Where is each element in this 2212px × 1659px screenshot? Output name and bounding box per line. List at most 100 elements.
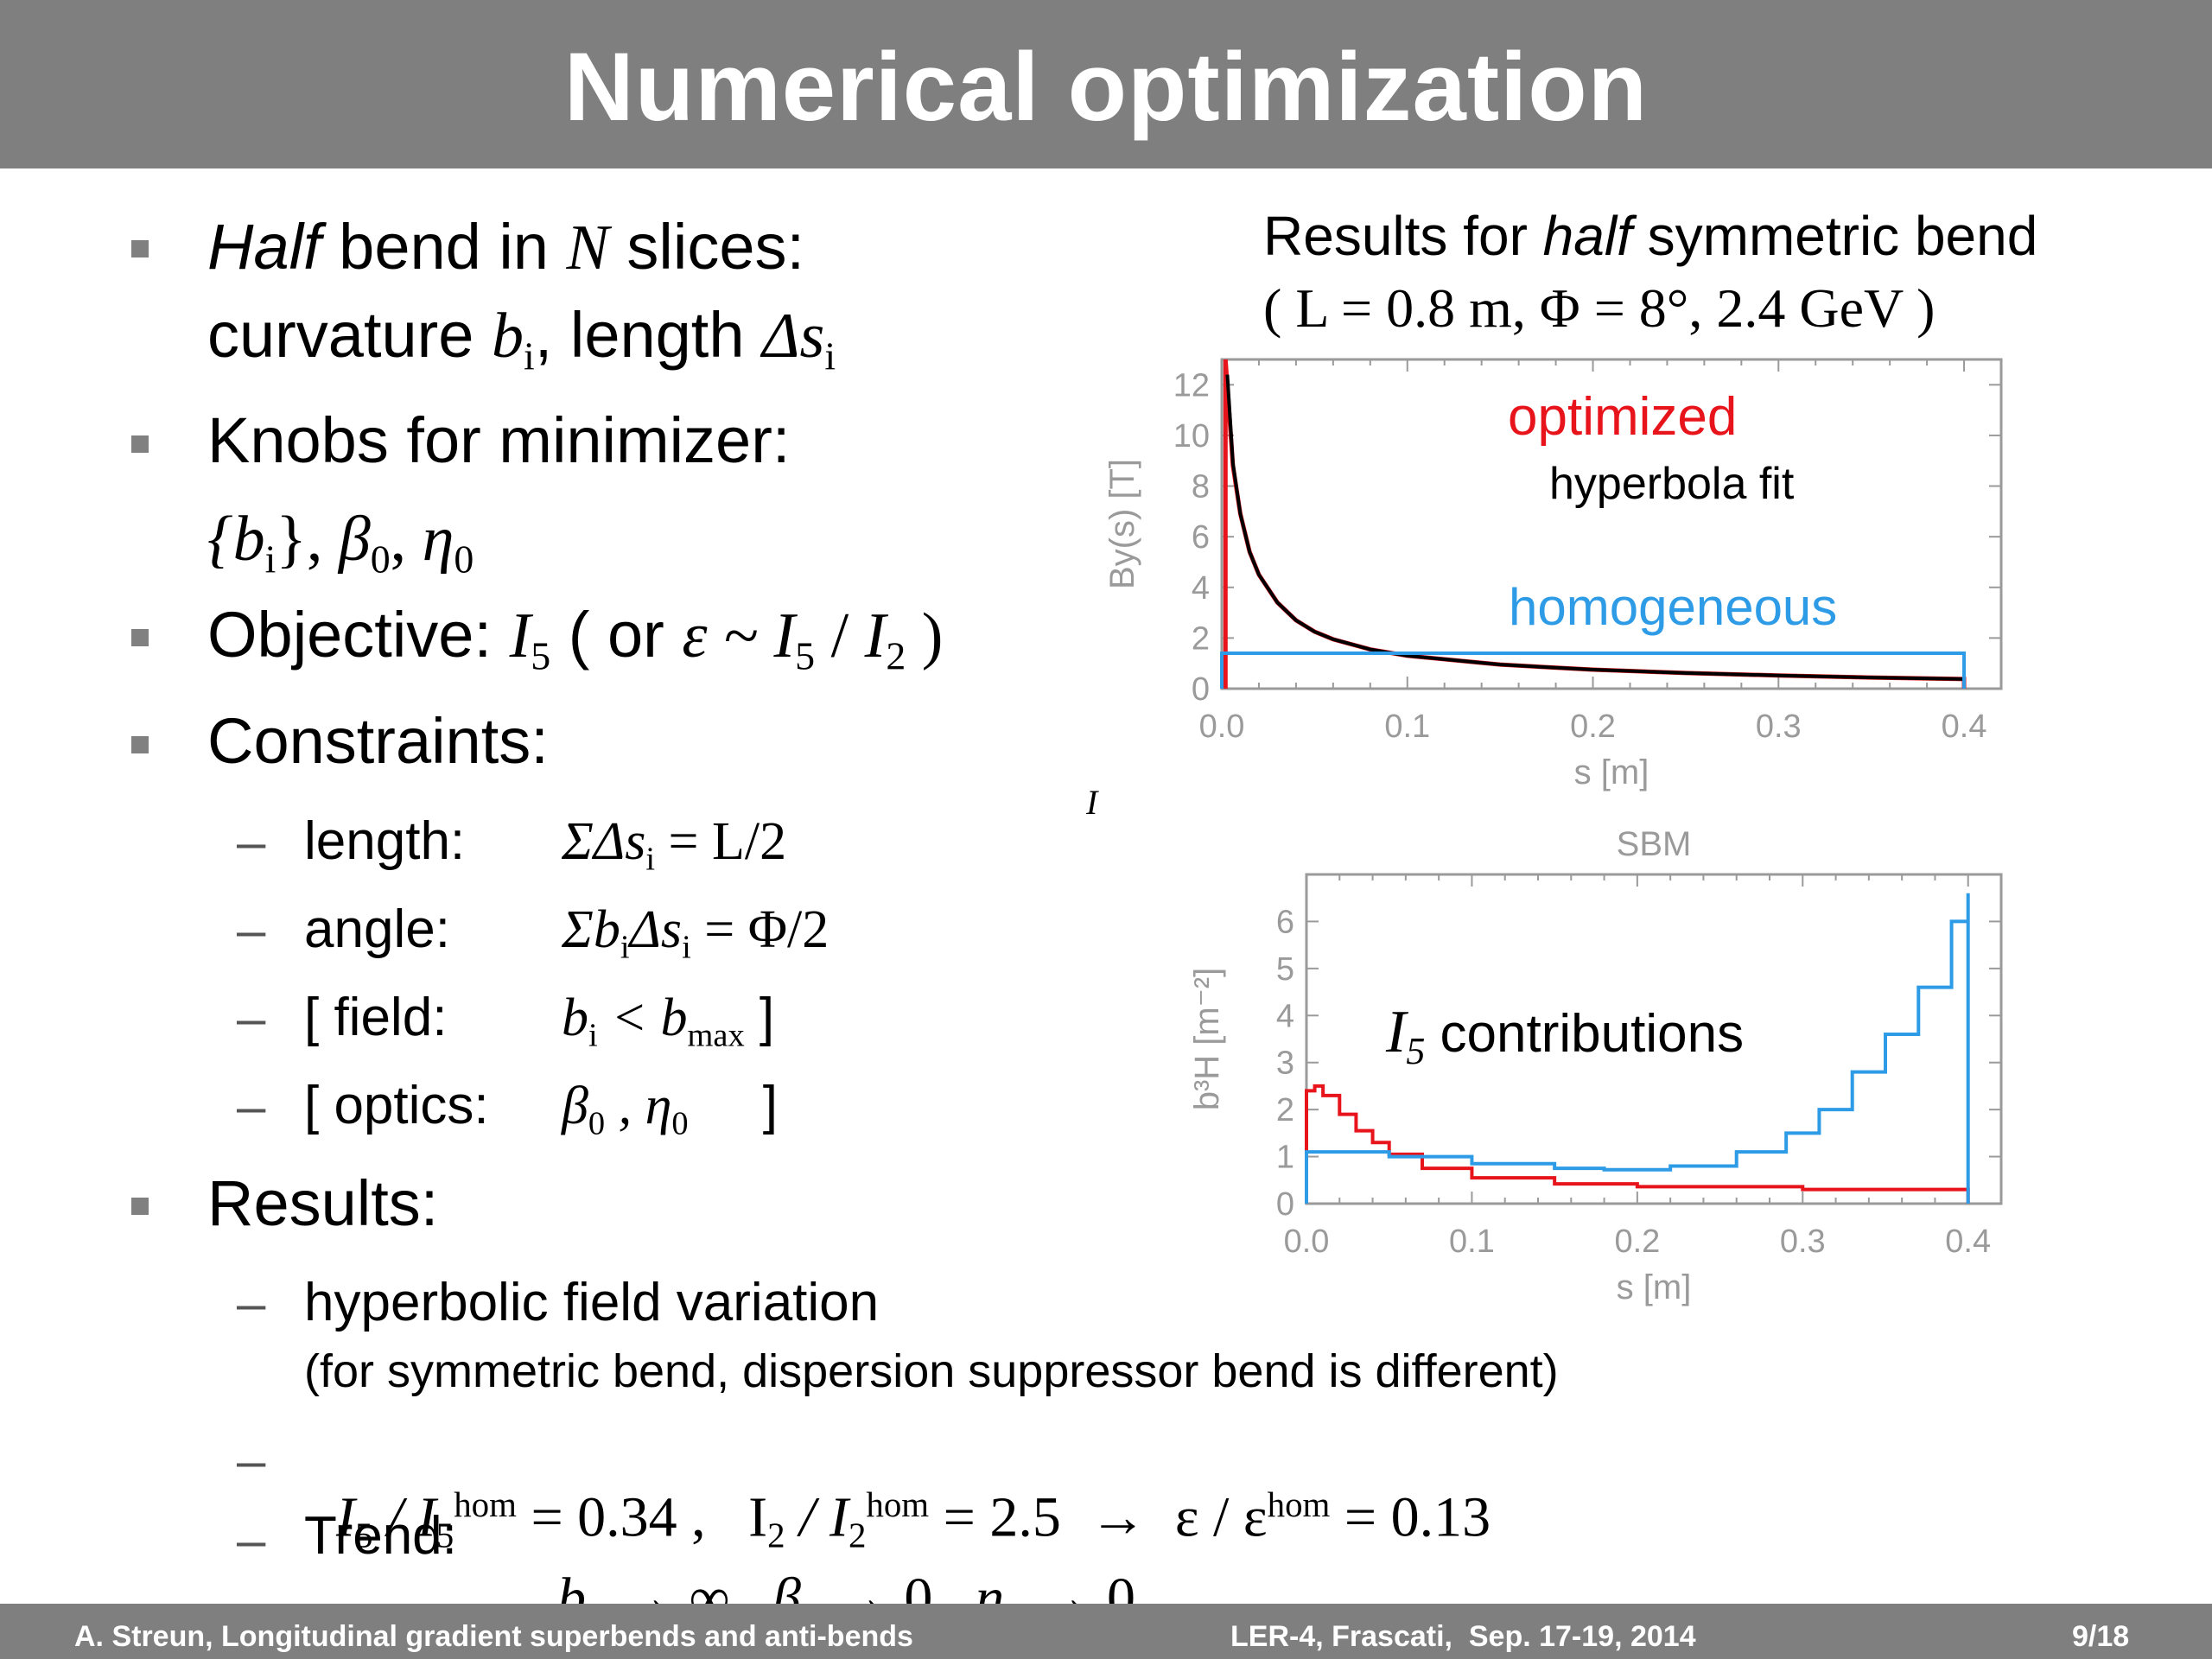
sub-i-ang2: i bbox=[682, 929, 691, 966]
dash-3: – bbox=[237, 989, 266, 1047]
bullet-marker-5 bbox=[131, 1198, 149, 1215]
dash-1: – bbox=[237, 813, 266, 871]
math-beta: β bbox=[562, 1077, 588, 1135]
knobs-beta-sub: 0 bbox=[370, 537, 391, 582]
footer-page-number: 9/18 bbox=[2072, 1620, 2130, 1653]
bullet-marker-2 bbox=[131, 435, 149, 453]
math-eta: , η bbox=[605, 1077, 672, 1135]
knobs-sub-i: i bbox=[264, 537, 276, 582]
chart1-header-line2: ( L = 0.8 m, Φ = 8°, 2.4 GeV ) bbox=[1263, 277, 1936, 339]
chart1-header-italic: half bbox=[1542, 205, 1632, 267]
math-b: b bbox=[562, 988, 588, 1047]
knobs-eta: η bbox=[422, 504, 454, 575]
r2-i5hom: / I bbox=[372, 1485, 436, 1549]
chart2-annotation: I5 contributions bbox=[1386, 998, 1744, 1073]
math-phi2: = Φ/2 bbox=[690, 900, 830, 959]
chart1-header-a: Results for bbox=[1263, 205, 1543, 267]
knobs-b: {b bbox=[207, 504, 265, 575]
text-curvature: curvature bbox=[207, 299, 493, 371]
knobs-beta: β bbox=[338, 504, 371, 575]
sub-i-len: i bbox=[645, 841, 656, 878]
x-tick-label: 0.4 bbox=[1945, 1224, 1991, 1260]
text-slices: slices: bbox=[608, 211, 805, 283]
math-l2: = L/2 bbox=[655, 812, 787, 871]
r2-sub5b: 5 bbox=[435, 1516, 454, 1555]
y-tick-label: 3 bbox=[1276, 1046, 1294, 1082]
y-tick-label: 5 bbox=[1276, 951, 1294, 988]
bullet-constraints: Constraints: bbox=[207, 705, 549, 777]
x-tick-label: 0.3 bbox=[1780, 1224, 1826, 1260]
r2-hom2: hom bbox=[866, 1485, 930, 1524]
text-or: ( or bbox=[550, 599, 683, 671]
result-ratios: I5 / I5hom = 0.34 , I2 / I2hom = 2.5 → ε… bbox=[308, 1419, 1491, 1556]
r2-sub5: 5 bbox=[354, 1516, 373, 1555]
y-tick-label: 0 bbox=[1276, 1186, 1294, 1223]
slash: / bbox=[815, 601, 865, 671]
x-tick-label: 0.2 bbox=[1570, 709, 1616, 745]
chart-title: SBM bbox=[1617, 825, 1692, 863]
bullet-marker-4 bbox=[131, 736, 149, 753]
y-tick-label: 2 bbox=[1276, 1092, 1294, 1128]
var-i2: I bbox=[864, 601, 887, 671]
series-homogeneous bbox=[1220, 651, 1967, 689]
sub-5b: 5 bbox=[795, 633, 816, 678]
constraint-optics-label: [ optics: bbox=[304, 1076, 489, 1135]
r2-sub2b: 2 bbox=[848, 1516, 867, 1555]
x-tick-label: 0.1 bbox=[1384, 709, 1430, 745]
footer-event: LER-4, Frascati, Sep. 17-19, 2014 bbox=[1230, 1620, 1696, 1653]
dash-2: – bbox=[237, 901, 266, 959]
bullet-knobs: Knobs for minimizer: bbox=[207, 404, 791, 476]
dash-5: – bbox=[237, 1274, 266, 1332]
slide-title: Numerical optimization bbox=[563, 33, 1649, 141]
x-axis-label: s [m] bbox=[1574, 753, 1649, 791]
knobs-math: {bi}, β0, η0 bbox=[207, 501, 474, 582]
r2-hom3: hom bbox=[1267, 1485, 1331, 1524]
knobs-comma: , bbox=[390, 504, 423, 575]
math-sum-b: Σb bbox=[562, 900, 620, 959]
chart1-header-line1: Results for half symmetric bend bbox=[1263, 204, 2037, 268]
r2-i2hom: / I bbox=[785, 1485, 849, 1549]
result-hyperbolic: hyperbolic field variation bbox=[304, 1273, 880, 1332]
bracket-close-optics: ] bbox=[688, 1076, 778, 1135]
bullet-objective: Objective: I5 ( or ε ~ I5 / I2 ) bbox=[207, 598, 943, 679]
var-i5b: I bbox=[773, 601, 796, 671]
constraint-angle-math: ΣbiΔsi = Φ/2 bbox=[562, 899, 829, 966]
y-axis-label: By(s) [T] bbox=[1103, 459, 1141, 589]
title-bar bbox=[0, 0, 2212, 168]
y-tick-label: 1 bbox=[1276, 1140, 1294, 1176]
y-tick-label: 4 bbox=[1192, 570, 1210, 607]
y-tick-label: 2 bbox=[1192, 620, 1210, 657]
sub-max: max bbox=[687, 1017, 745, 1054]
bracket-close-field: ] bbox=[744, 988, 775, 1047]
constraint-length-label: length: bbox=[304, 811, 466, 871]
y-tick-label: 6 bbox=[1192, 519, 1210, 556]
annot-sub5: 5 bbox=[1406, 1030, 1426, 1073]
bullet-half-bend: Half bend in N slices: bbox=[207, 210, 804, 285]
y-tick-label: 4 bbox=[1276, 998, 1294, 1034]
r2-value2: = 2.5 → ε / ε bbox=[929, 1485, 1268, 1549]
annot-i: I bbox=[1386, 999, 1407, 1065]
math-sum-ds: ΣΔs bbox=[562, 812, 646, 871]
r2-value3: = 0.13 bbox=[1330, 1485, 1491, 1549]
text-objective: Objective: bbox=[207, 599, 510, 671]
constraint-field-label: [ field: bbox=[304, 988, 448, 1047]
sub-i-ang1: i bbox=[620, 929, 630, 966]
math-ds: Δs bbox=[629, 900, 683, 959]
x-axis-label: s [m] bbox=[1617, 1268, 1692, 1306]
y-axis-label: b³H [m⁻²] bbox=[1188, 968, 1226, 1111]
sub-i: i bbox=[524, 334, 535, 378]
text-length: , length bbox=[534, 299, 763, 371]
dash-7: – bbox=[237, 1511, 266, 1569]
r2-sub2: 2 bbox=[767, 1516, 785, 1555]
legend-homogeneous: homogeneous bbox=[1509, 578, 1838, 636]
paren-close: ) bbox=[906, 601, 944, 671]
sub-i2: i bbox=[824, 334, 836, 378]
text-bend-in: bend in bbox=[321, 211, 567, 283]
math-lt-b: < b bbox=[597, 988, 688, 1047]
sub-0-beta: 0 bbox=[588, 1105, 606, 1142]
bullet-curvature-line: curvature bi, length Δsi bbox=[207, 298, 836, 379]
var-delta-s: Δs bbox=[762, 301, 825, 372]
knobs-close: }, bbox=[276, 504, 339, 575]
r2-hom1: hom bbox=[454, 1485, 517, 1524]
x-tick-label: 0.2 bbox=[1614, 1224, 1660, 1260]
